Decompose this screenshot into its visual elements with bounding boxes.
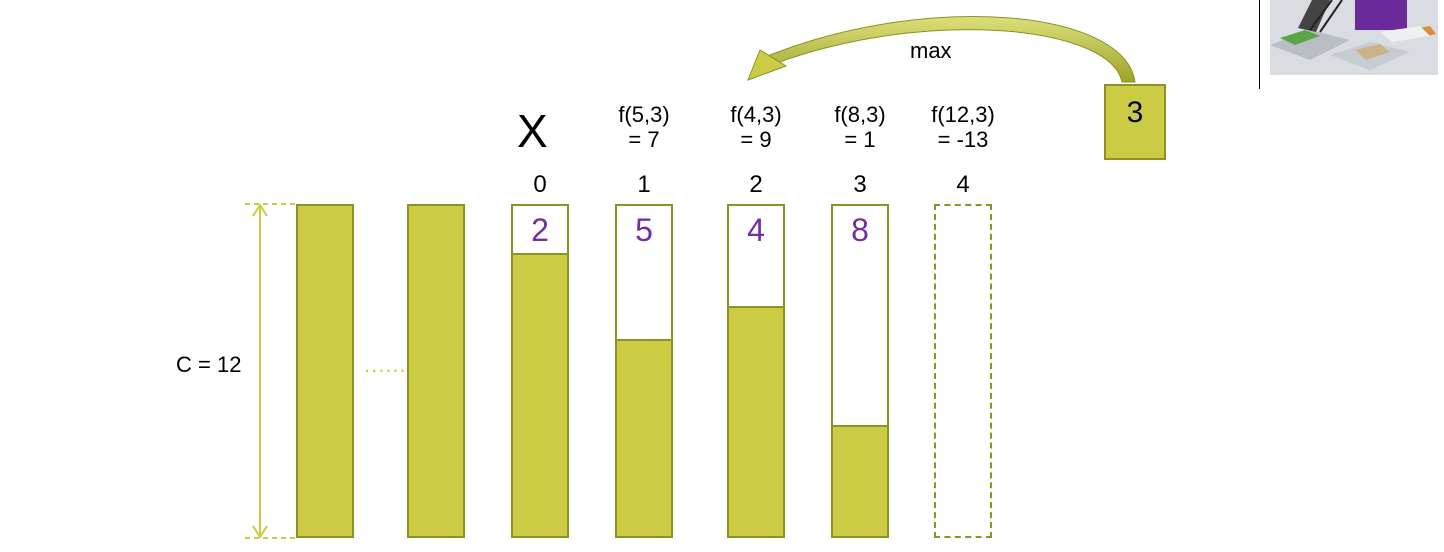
f-expression: f(4,3): [730, 102, 782, 127]
bin-value: 2: [531, 212, 549, 248]
bin-fill: [729, 306, 783, 536]
f-value-label: f(8,3) = 1: [810, 102, 910, 152]
bin-fill: [833, 425, 887, 536]
bin-index: 4: [956, 171, 970, 198]
f-result: = 9: [740, 127, 772, 152]
bin-value: 4: [747, 212, 765, 248]
f-value-label: f(4,3) = 9: [706, 102, 806, 152]
full-bin: [407, 204, 465, 538]
f-expression: f(12,3): [931, 102, 995, 127]
capacity-label: C = 12: [176, 352, 242, 377]
bin-1: 5: [615, 204, 673, 538]
bin-fill: [617, 339, 671, 536]
bin-value: 5: [635, 212, 653, 248]
f-result: = 1: [844, 127, 876, 152]
bin-2: 4: [727, 204, 785, 538]
f-value-label: f(12,3) = -13: [913, 102, 1013, 152]
bin-4: [934, 204, 992, 538]
divider-line: [1259, 0, 1260, 89]
bin-index: 2: [749, 171, 763, 198]
bin-value: 8: [851, 212, 869, 248]
bin-3: 8: [831, 204, 889, 538]
current-item-box: 3: [1104, 84, 1166, 160]
bin-index: 1: [637, 171, 651, 198]
f-result: = 7: [628, 127, 660, 152]
f-result: = -13: [937, 127, 989, 152]
bin-0: 2: [511, 204, 569, 538]
f-value-label: f(5,3) = 7: [594, 102, 694, 152]
bin-index: 3: [853, 171, 867, 198]
curved-arrow-icon: [747, 16, 1136, 83]
capacity-dimension: [245, 203, 295, 539]
ellipsis-dots: ......: [364, 352, 407, 377]
f-expression: f(5,3): [618, 102, 670, 127]
full-bin: [296, 204, 354, 538]
thumbnail-image: [1270, 0, 1438, 75]
f-expression: f(8,3): [834, 102, 886, 127]
bin-fill: [513, 253, 567, 536]
bin-index: 0: [533, 171, 547, 198]
x-mark: X: [517, 105, 548, 157]
max-label: max: [910, 38, 952, 63]
